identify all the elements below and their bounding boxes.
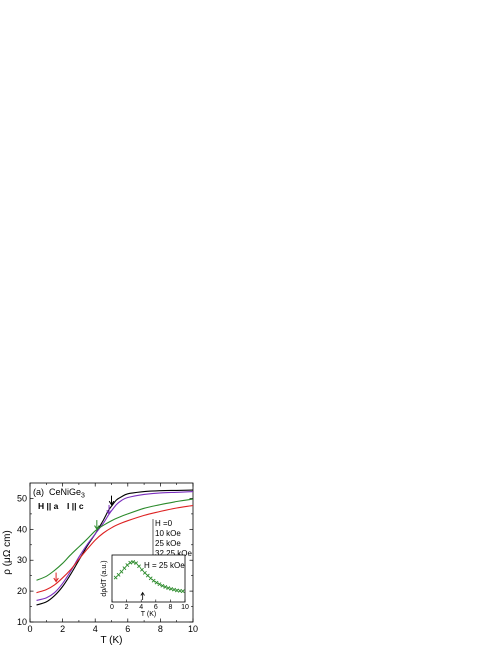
inset-data-point: [180, 589, 185, 594]
inset-data-point: [151, 578, 156, 583]
inset-data-point: [154, 580, 159, 585]
inset-data-point: [140, 567, 144, 572]
legend-title: H =0: [155, 519, 173, 528]
panel-label: (a): [33, 487, 44, 497]
inset-data-point: [145, 573, 150, 578]
inset-data-point: [131, 560, 136, 564]
inset-ticks: 0 2 4 6 8 10: [110, 599, 189, 611]
transition-arrow-head: [106, 510, 112, 515]
inset-data-point: [137, 564, 141, 569]
y-tick-label: 50: [17, 493, 27, 503]
compound-subscript: 3: [81, 493, 85, 500]
legend-entry-32koe: 32.25 kOe: [155, 549, 192, 558]
field-orientation: H || a: [38, 501, 59, 511]
transition-arrows: [53, 495, 115, 583]
inset-x-tick-label: 10: [181, 604, 189, 611]
transition-arrow-head: [108, 500, 115, 506]
inset-data-point: [116, 572, 121, 577]
inset-data-point: [169, 586, 174, 591]
inset-data-point: [122, 566, 127, 571]
x-tick-label: 0: [27, 624, 32, 634]
inset-data-point: [163, 584, 168, 589]
y-tick-label: 10: [17, 617, 27, 627]
inset-data-point: [160, 583, 165, 588]
inset-x-axis-label: T (K): [141, 611, 156, 618]
inset-x-tick-label: 0: [110, 604, 114, 611]
inset-data-point: [142, 570, 147, 575]
current-orientation: I || c: [67, 501, 84, 511]
x-tick-label: 2: [60, 624, 65, 634]
y-tick-label: 30: [17, 555, 27, 565]
x-tick-label: 4: [93, 624, 98, 634]
y-axis-label: ρ (μΩ cm): [2, 530, 13, 574]
inset-y-axis-label: dρ/dT (a.u.): [101, 560, 108, 596]
inset-data-point: [113, 575, 118, 580]
y-tick-label: 40: [17, 524, 27, 534]
inset-data-point: [128, 560, 133, 565]
inset-data-point: [166, 586, 171, 590]
x-tick-label: 8: [158, 624, 163, 634]
inset-field-label: H = 25 kOe: [144, 561, 185, 570]
inset-data-point: [172, 587, 176, 592]
y-tick-label: 20: [17, 586, 27, 596]
transition-arrow-head: [94, 525, 100, 530]
inset-data-point: [119, 569, 124, 574]
inset-arrow-head: [140, 591, 145, 596]
compound-name: CeNiGe: [49, 487, 81, 497]
transition-arrow-head: [53, 577, 59, 583]
inset-x-tick-label: 8: [168, 604, 172, 611]
series-line-h-0: [36, 489, 194, 606]
x-axis-label: T (K): [100, 635, 122, 645]
compound-label: CeNiGe3: [49, 487, 85, 500]
series-line-10-koe: [36, 491, 194, 601]
main-labels: (a) CeNiGe3 H || a I || c H =0 10 kOe 25…: [2, 487, 192, 645]
inset-x-tick-label: 6: [154, 604, 158, 611]
main-curves: [36, 489, 194, 606]
inset-data-point: [157, 582, 162, 587]
inset-points: [113, 560, 185, 600]
inset-data-point: [175, 588, 179, 593]
inset-frame: [111, 554, 186, 603]
inset-data-point: [177, 588, 182, 593]
inset-x-tick-label: 2: [125, 604, 129, 611]
x-tick-label: 10: [188, 624, 198, 634]
legend-entry-25koe: 25 kOe: [155, 539, 181, 548]
inset-x-tick-label: 4: [139, 604, 143, 611]
inset-plot: 0 2 4 6 8 10 H = 25 kOe T (K) dρ/dT (a.u.): [101, 554, 189, 618]
legend-entry-10koe: 10 kOe: [155, 529, 181, 538]
series-line-25-koe: [36, 504, 194, 594]
inset-data-point: [134, 561, 139, 566]
x-tick-label: 6: [125, 624, 130, 634]
series-line-32-25-koe: [36, 498, 194, 581]
